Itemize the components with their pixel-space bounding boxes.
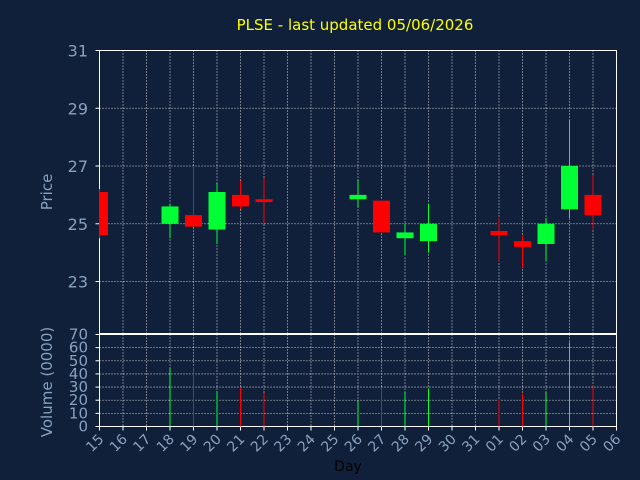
x-axis-label: Day	[334, 459, 362, 475]
candle-body	[584, 194, 602, 216]
volume-axis-label: Volume (0000)	[38, 327, 56, 437]
candle-27	[373, 200, 390, 233]
x-tick-label: 29	[412, 432, 436, 456]
volume-tick-label: 40	[69, 365, 88, 383]
volume-tick-label: 0	[78, 418, 88, 436]
candle-01	[490, 217, 508, 262]
x-tick-label: 26	[342, 431, 366, 455]
candle-15	[99, 189, 108, 239]
x-tick-label: 22	[248, 432, 272, 456]
price-tick-label: 27	[68, 157, 88, 176]
x-tick-label: 30	[436, 432, 460, 456]
candle-29	[420, 203, 437, 253]
candle-22	[255, 177, 273, 224]
x-tick-label: 05	[577, 432, 601, 456]
candle-body	[255, 199, 273, 203]
candle-05	[584, 174, 602, 230]
x-tick-label: 28	[389, 432, 413, 456]
candle-body	[161, 206, 179, 224]
candle-19	[185, 166, 202, 227]
x-tick-label: 06	[600, 431, 624, 455]
volume-tick-label: 10	[69, 404, 88, 422]
candle-body	[514, 241, 531, 247]
volume-tick-label: 30	[69, 378, 88, 396]
x-tick-label: 03	[530, 432, 554, 456]
candle-20	[208, 183, 226, 244]
candle-body	[420, 223, 437, 242]
candle-body	[99, 192, 108, 236]
x-tick-label: 21	[224, 432, 248, 456]
candle-body	[185, 215, 202, 227]
volume-tick-label: 70	[69, 326, 88, 344]
x-tick-label: 25	[318, 432, 342, 456]
candle-body	[490, 230, 508, 236]
candle-26	[349, 180, 367, 207]
candles	[99, 119, 602, 268]
candle-body	[232, 194, 249, 207]
x-axis-ticks: 15 16 17 18 19 20 21 22 23 24 25 26 27 28 29 30 31 01 02 03…	[83, 426, 624, 456]
x-tick-label: 31	[459, 432, 483, 456]
candle-body	[561, 166, 578, 210]
price-tick-label: 25	[68, 215, 88, 234]
volume-tick-label: 60	[69, 339, 88, 357]
price-y-ticks: 31 29 27 25 23	[68, 42, 100, 292]
candle-28	[396, 223, 414, 256]
candle-21	[232, 180, 249, 210]
x-tick-label: 18	[154, 432, 178, 456]
x-tick-label: 16	[107, 431, 131, 455]
candle-02	[514, 235, 531, 268]
x-tick-label: 01	[483, 432, 507, 456]
candle-03	[537, 217, 555, 262]
candle-18	[161, 203, 179, 239]
price-tick-label: 23	[68, 273, 88, 292]
price-tick-label: 31	[68, 42, 88, 61]
x-tick-label: 20	[201, 432, 225, 456]
candle-body	[208, 192, 226, 230]
price-axis-label: Price	[38, 174, 56, 211]
x-tick-label: 02	[506, 432, 530, 456]
x-tick-label: 04	[553, 431, 577, 455]
candle-body	[373, 200, 390, 233]
x-tick-label: 23	[271, 432, 295, 456]
candle-body	[396, 232, 414, 239]
chart-title: PLSE - last updated 05/06/2026	[237, 16, 474, 34]
candle-04	[561, 119, 578, 218]
price-tick-label: 29	[68, 99, 88, 118]
candle-body	[349, 194, 367, 200]
volume-tick-label: 50	[69, 352, 88, 370]
candle-body	[537, 223, 555, 244]
x-tick-label: 24	[295, 431, 319, 455]
volume-bars	[169, 342, 594, 427]
x-tick-label: 17	[130, 432, 154, 456]
x-tick-label: 19	[177, 432, 201, 456]
x-tick-label: 27	[365, 432, 389, 456]
volume-tick-label: 20	[69, 391, 88, 409]
price-panel: 31 29 27 25 23	[68, 42, 617, 334]
